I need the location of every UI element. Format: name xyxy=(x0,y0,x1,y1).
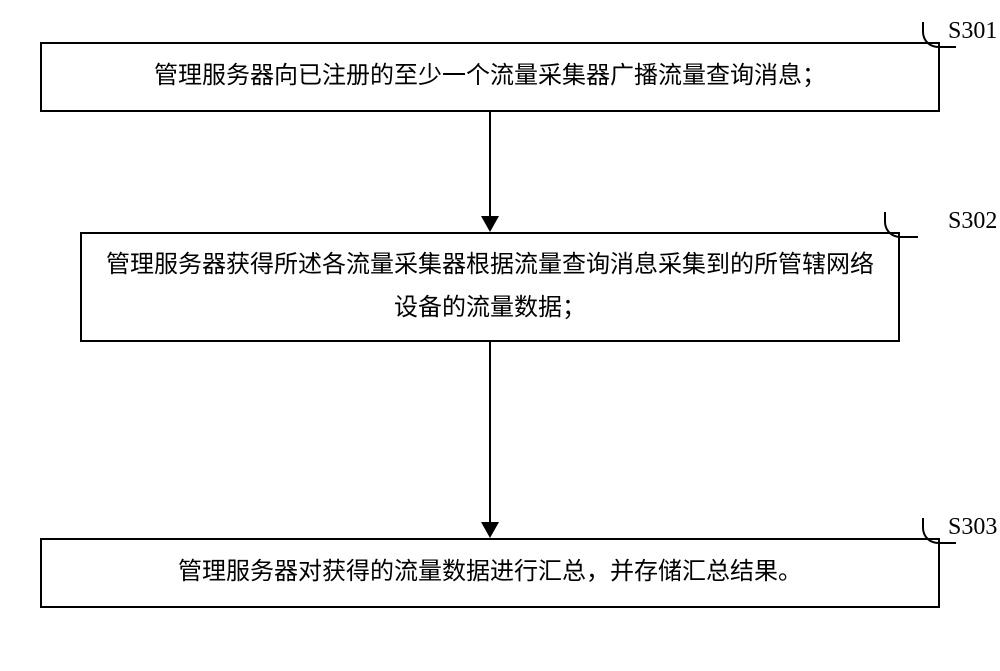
step-text-s302: 管理服务器获得所述各流量采集器根据流量查询消息采集到的所管辖网络设备的流量数据； xyxy=(102,244,878,330)
label-notch-s302 xyxy=(884,212,918,238)
step-box-s301: 管理服务器向已注册的至少一个流量采集器广播流量查询消息； xyxy=(40,42,940,112)
arrow-s302-s303 xyxy=(481,342,499,538)
step-label-s303: S303 xyxy=(948,514,997,541)
step-label-s301: S301 xyxy=(948,18,997,45)
step-text-s303: 管理服务器对获得的流量数据进行汇总，并存储汇总结果。 xyxy=(62,551,918,594)
step-box-s303: 管理服务器对获得的流量数据进行汇总，并存储汇总结果。 xyxy=(40,538,940,608)
step-box-s302: 管理服务器获得所述各流量采集器根据流量查询消息采集到的所管辖网络设备的流量数据； xyxy=(80,232,900,342)
step-text-s301: 管理服务器向已注册的至少一个流量采集器广播流量查询消息； xyxy=(62,55,918,98)
flowchart-canvas: 管理服务器向已注册的至少一个流量采集器广播流量查询消息； S301 管理服务器获… xyxy=(0,0,1000,671)
arrow-s301-s302 xyxy=(481,112,499,232)
step-label-s302: S302 xyxy=(948,208,997,235)
